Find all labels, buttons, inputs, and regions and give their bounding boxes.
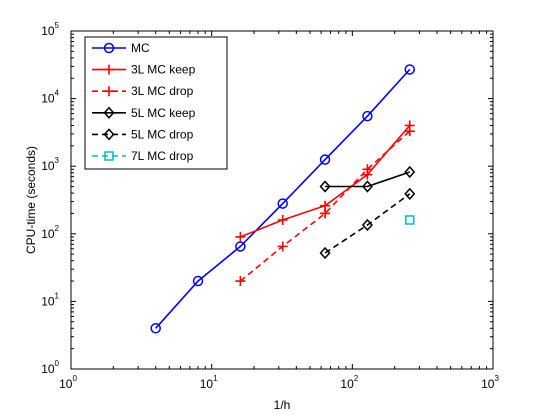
series-line-mc: [155, 68, 411, 329]
legend-item-3l-mc-keep: 3L MC keep: [92, 63, 196, 77]
legend-marker: [104, 86, 114, 97]
legend-item-5l-mc-drop: 5L MC drop: [92, 127, 194, 141]
data-point-mc: [150, 323, 161, 334]
legend-marker: [103, 42, 115, 54]
legend-label: 7L MC drop: [131, 149, 194, 163]
x-axis-label: 1/h: [274, 398, 291, 412]
legend-box: [84, 36, 228, 170]
y-axis-label: CPU-time (seconds): [24, 146, 38, 254]
legend-marker: [104, 151, 114, 161]
y-tick-label: 104: [41, 89, 59, 106]
series-line-5l-mc-keep: [325, 171, 411, 188]
series-mc: [150, 64, 416, 334]
legend-label: 3L MC keep: [131, 63, 196, 77]
legend-item-7l-mc-drop: 7L MC drop: [92, 149, 194, 163]
data-point-5l-mc-keep: [319, 180, 331, 193]
legend-marker: [104, 64, 114, 75]
data-point-mc: [362, 110, 373, 122]
data-point-5l-mc-keep: [361, 180, 373, 193]
plot-frame: [70, 30, 494, 370]
legend-label: 5L MC drop: [131, 127, 194, 141]
data-point-3l-mc-drop: [277, 241, 288, 252]
data-point-mc: [319, 154, 331, 165]
series-5l-mc-keep: [319, 165, 416, 193]
x-tick-label: 102: [340, 374, 358, 391]
series-5l-mc-drop: [319, 187, 416, 260]
data-point-mc: [235, 241, 246, 252]
data-point-5l-mc-drop: [319, 246, 331, 260]
data-point-5l-mc-keep: [404, 165, 416, 179]
legend-items: MC 3L MC keep 3L MC drop 5L MC keep 5L MC dr…: [92, 41, 196, 163]
data-point-3l-mc-drop: [235, 276, 246, 287]
data-point-5l-mc-drop: [404, 187, 416, 200]
y-tick-label: 101: [41, 291, 59, 308]
y-tick-label: 105: [41, 21, 59, 38]
legend-label: MC: [131, 41, 150, 55]
series-line-5l-mc-drop: [324, 193, 411, 254]
x-tick-label: 100: [59, 374, 77, 391]
series-7l-mc-drop: [405, 215, 415, 225]
legend: MC 3L MC keep 3L MC drop 5L MC keep 5L MC dr…: [84, 36, 228, 170]
legend-marker: [103, 128, 115, 141]
series-layer: [150, 64, 416, 334]
data-point-mc: [277, 198, 288, 209]
y-tick-label: 102: [41, 224, 59, 241]
y-tick-label: 100: [41, 359, 59, 376]
legend-label: 5L MC keep: [131, 106, 196, 120]
legend-item-5l-mc-keep: 5L MC keep: [92, 106, 196, 120]
data-point-3l-mc-keep: [235, 231, 246, 242]
legend-label: 3L MC drop: [131, 84, 194, 98]
data-point-3l-mc-drop: [362, 164, 373, 175]
data-point-7l-mc-drop: [405, 215, 415, 225]
data-point-3l-mc-drop: [404, 126, 415, 137]
x-tick-label: 101: [200, 374, 218, 391]
data-point-3l-mc-drop: [320, 208, 331, 219]
series-3l-mc-drop: [235, 126, 415, 287]
data-point-mc: [192, 275, 204, 287]
legend-marker: [103, 106, 115, 119]
data-point-mc: [404, 64, 416, 75]
legend-item-3l-mc-drop: 3L MC drop: [92, 84, 194, 98]
tick-labels: 100 101 102 103 100 101 102 103 104 105: [41, 21, 499, 391]
data-point-3l-mc-keep: [277, 215, 288, 226]
x-tick-label: 103: [481, 374, 499, 391]
data-point-5l-mc-drop: [361, 218, 373, 232]
legend-item-mc: MC: [92, 41, 150, 55]
y-tick-label: 103: [41, 156, 59, 173]
